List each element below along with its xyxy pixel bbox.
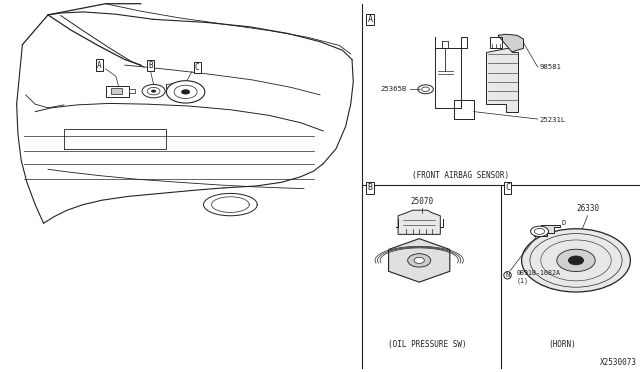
Polygon shape — [486, 48, 518, 112]
Text: 0B91B-1082A: 0B91B-1082A — [516, 270, 561, 276]
Text: (FRONT AIRBAG SENSOR): (FRONT AIRBAG SENSOR) — [412, 171, 509, 180]
Text: A: A — [367, 15, 372, 24]
Text: B: B — [148, 61, 153, 70]
Circle shape — [414, 257, 424, 263]
Text: B: B — [367, 183, 372, 192]
Circle shape — [408, 254, 431, 267]
Bar — [106, 86, 129, 97]
Text: D: D — [562, 220, 566, 226]
Text: 25070: 25070 — [411, 197, 434, 206]
Text: C: C — [195, 63, 200, 72]
Text: 25365B: 25365B — [381, 86, 407, 92]
Circle shape — [418, 85, 433, 94]
Circle shape — [557, 249, 595, 272]
Circle shape — [531, 226, 548, 237]
Circle shape — [142, 84, 165, 98]
Polygon shape — [498, 34, 524, 52]
Text: (OIL PRESSURE SW): (OIL PRESSURE SW) — [388, 340, 467, 349]
Text: N: N — [506, 272, 509, 278]
Circle shape — [166, 81, 205, 103]
Text: A: A — [97, 61, 102, 70]
Circle shape — [522, 229, 630, 292]
Text: C: C — [505, 183, 510, 192]
Circle shape — [151, 90, 156, 93]
Text: (HORN): (HORN) — [548, 340, 576, 349]
Polygon shape — [388, 239, 450, 282]
Polygon shape — [398, 210, 440, 234]
Text: 25231L: 25231L — [540, 117, 566, 123]
Text: 26330: 26330 — [576, 204, 599, 213]
Text: (1): (1) — [516, 278, 529, 285]
Text: 98581: 98581 — [540, 64, 561, 70]
Bar — [129, 89, 135, 93]
Polygon shape — [534, 225, 560, 236]
Bar — [111, 88, 122, 94]
Text: X2530073: X2530073 — [600, 358, 637, 367]
Circle shape — [568, 256, 584, 265]
Circle shape — [181, 89, 190, 94]
